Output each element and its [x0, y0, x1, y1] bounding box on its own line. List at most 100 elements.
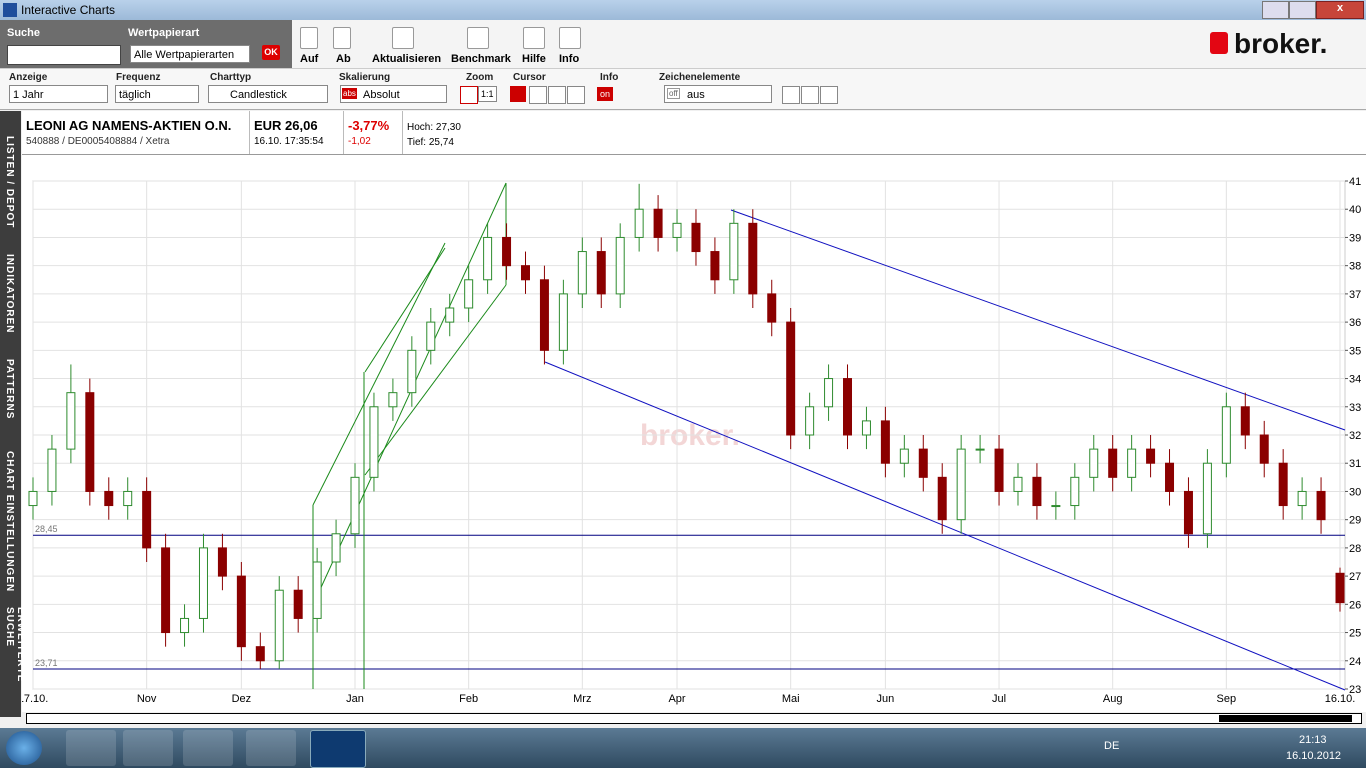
draw-tool[interactable] — [782, 86, 800, 104]
sidebar-tab[interactable]: ERWEITERTE SUCHE — [4, 607, 26, 683]
x-tick-label: Nov — [137, 693, 157, 705]
info-button[interactable] — [559, 27, 581, 49]
candle-body — [198, 547, 208, 619]
x-tick-label: Sep — [1217, 693, 1237, 705]
minimize[interactable] — [1262, 1, 1289, 19]
search-input[interactable] — [7, 45, 121, 65]
x-tick-label: Jun — [877, 693, 895, 705]
cursor-button[interactable] — [510, 86, 526, 102]
clock-date: 16.10.2012 — [1286, 750, 1342, 762]
candle-body — [66, 392, 76, 450]
sidebar-tab[interactable]: LISTEN / DEPOT — [4, 136, 15, 229]
candle-body — [558, 293, 568, 351]
quote-name: LEONI AG NAMENS-AKTIEN O.N. — [26, 118, 232, 133]
button-label: Benchmark — [451, 53, 511, 65]
candle-body — [1051, 505, 1061, 508]
candle-body — [217, 547, 227, 577]
candle-body — [161, 547, 171, 634]
candle-body — [805, 406, 815, 436]
y-tick-label: 34 — [1349, 374, 1361, 386]
y-tick-label: 36 — [1349, 317, 1361, 329]
candle-body — [729, 222, 739, 281]
y-tick-label: 40 — [1349, 204, 1361, 216]
candle-body — [236, 575, 246, 648]
y-tick-label: 29 — [1349, 515, 1361, 527]
ok-button[interactable]: OK — [262, 45, 280, 60]
sidebar-tab[interactable]: CHART EINSTELLUNGEN — [4, 451, 15, 593]
candle-body — [293, 589, 303, 619]
param-label: Info — [600, 72, 619, 83]
x-tick-label: Apr — [668, 693, 685, 705]
taskbar-app-active[interactable] — [310, 730, 366, 768]
cursor-button[interactable] — [567, 86, 585, 104]
candle-body — [1070, 476, 1080, 507]
refresh-button[interactable] — [392, 27, 414, 49]
sidebar-tab[interactable]: INDIKATOREN — [4, 254, 15, 334]
x-tick-label: Jul — [992, 693, 1006, 705]
draw-tool[interactable] — [801, 86, 819, 104]
candle-body — [1297, 490, 1307, 507]
candle-body — [255, 646, 265, 662]
start-button[interactable] — [6, 731, 42, 765]
brand: broker. — [1234, 28, 1328, 59]
taskbar-app[interactable] — [183, 730, 233, 766]
maximize[interactable] — [1289, 1, 1316, 19]
taskbar-app[interactable] — [246, 730, 296, 766]
param-label: Skalierung — [339, 72, 391, 83]
zoom-button[interactable] — [460, 86, 478, 104]
help-button[interactable] — [523, 27, 545, 49]
scroll-thumb[interactable] — [1219, 715, 1352, 722]
y-tick-label: 38 — [1349, 261, 1361, 273]
benchmark-button[interactable] — [467, 27, 489, 49]
param-label: Cursor — [513, 72, 546, 83]
candle-body — [634, 208, 644, 238]
candle-body — [1165, 462, 1175, 492]
info-toggle[interactable]: on — [597, 87, 614, 101]
zoom-reset[interactable]: 1:1 — [478, 86, 497, 102]
taskbar-app[interactable] — [66, 730, 116, 766]
candle-body — [577, 251, 587, 295]
y-tick-label: 32 — [1349, 430, 1361, 442]
taskbar-app[interactable] — [123, 730, 173, 766]
zeichen-select[interactable]: aus — [664, 85, 772, 103]
candle-body — [1183, 490, 1193, 535]
up-button[interactable] — [300, 27, 318, 49]
charttyp-select[interactable]: Candlestick — [208, 85, 328, 103]
draw-tool[interactable] — [820, 86, 838, 104]
x-tick-label: Jan — [346, 693, 364, 705]
button-label: Info — [559, 53, 580, 65]
candle-body — [502, 236, 512, 267]
down-button[interactable] — [333, 27, 351, 49]
candle-body — [28, 490, 38, 507]
quote-bar: LEONI AG NAMENS-AKTIEN O.N. 540888 / DE0… — [22, 111, 1366, 155]
chart: broker. 23242526272829303132333435363738… — [22, 155, 1366, 712]
candle-body — [824, 378, 834, 408]
taskbar: DE 21:13 16.10.2012 — [0, 728, 1366, 768]
anzeige-select[interactable]: 1 Jahr — [9, 85, 108, 103]
cursor-button[interactable] — [548, 86, 566, 104]
sidebar-tab[interactable]: PATTERNS — [4, 359, 15, 420]
toolbar: Suche Wertpapierart Alle Wertpapierarten… — [0, 20, 1366, 69]
button-label: Aktualisieren — [372, 53, 442, 65]
close[interactable]: x — [1316, 1, 1364, 19]
candle-body — [1240, 406, 1250, 436]
candle-body — [85, 392, 95, 492]
skalierung-select[interactable]: Absolut — [340, 85, 447, 103]
sidebar: LISTEN / DEPOT INDIKATOREN PATTERNS CHAR… — [0, 111, 26, 717]
y-tick-label: 25 — [1349, 628, 1361, 640]
type-select[interactable]: Alle Wertpapierarten — [130, 45, 250, 63]
cursor-button[interactable] — [529, 86, 547, 104]
frequenz-select[interactable]: täglich — [115, 85, 199, 103]
candle-body — [1259, 434, 1269, 464]
x-tick-label: 16.10. — [1325, 693, 1356, 705]
candle-body — [388, 392, 398, 408]
candle-body — [520, 265, 530, 281]
candle-body — [483, 236, 493, 281]
candle-body — [350, 476, 360, 535]
candle-body — [123, 490, 133, 507]
divider — [249, 111, 250, 154]
scrollbar[interactable] — [26, 713, 1362, 724]
candle-body — [104, 490, 114, 507]
candle-body — [180, 617, 190, 634]
